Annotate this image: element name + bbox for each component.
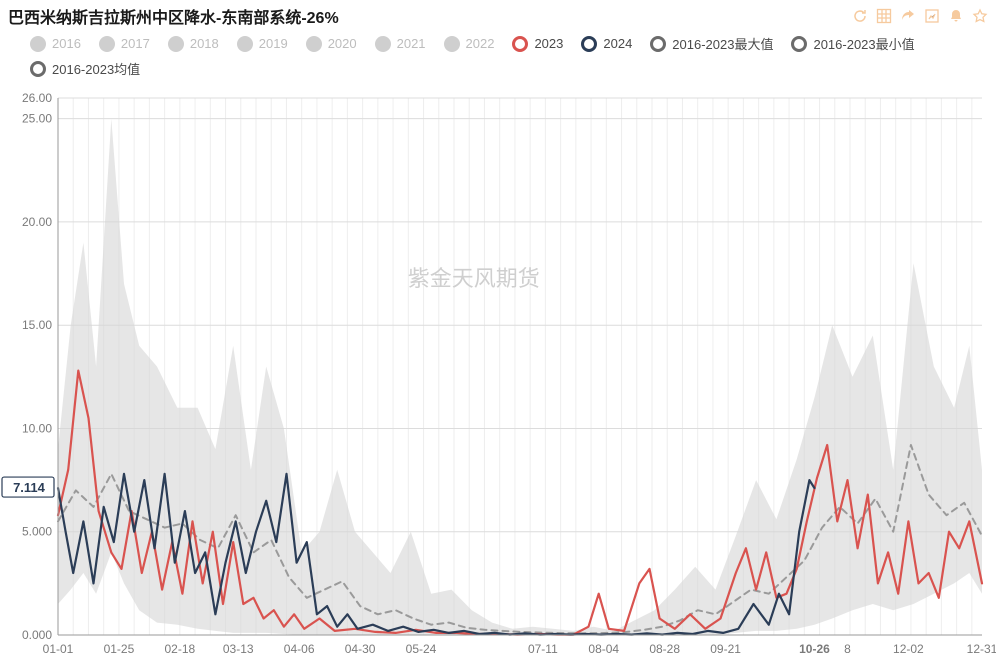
legend-label: 2021	[397, 36, 426, 51]
legend-item-y2020[interactable]: 2020	[306, 34, 357, 53]
svg-text:08-28: 08-28	[649, 642, 680, 656]
legend-label: 2019	[259, 36, 288, 51]
svg-text:01-25: 01-25	[104, 642, 135, 656]
chart-title: 巴西米纳斯吉拉斯州中区降水-东南部系统-26%	[8, 4, 339, 28]
legend-swatch	[791, 36, 807, 52]
legend-swatch	[581, 36, 597, 52]
grid-icon[interactable]	[876, 8, 892, 24]
legend-item-min[interactable]: 2016-2023最小值	[791, 34, 914, 53]
svg-text:20.00: 20.00	[22, 215, 52, 229]
svg-text:0.000: 0.000	[22, 628, 52, 642]
svg-text:03-13: 03-13	[223, 642, 254, 656]
legend-swatch	[30, 61, 46, 77]
legend-item-max[interactable]: 2016-2023最大值	[650, 34, 773, 53]
line-chart: 0.000 5.000 10.00 15.00 20.00 25.00 26.00 紫金天风期…	[0, 90, 996, 669]
svg-text:04-06: 04-06	[284, 642, 315, 656]
svg-text:12-02: 12-02	[893, 642, 924, 656]
share-icon[interactable]	[900, 8, 916, 24]
svg-text:07-11: 07-11	[528, 642, 558, 656]
svg-text:05-24: 05-24	[406, 642, 437, 656]
y-highlight-label: 7.114	[13, 480, 46, 495]
export-icon[interactable]	[924, 8, 940, 24]
legend-label: 2017	[121, 36, 150, 51]
legend-label: 2016-2023最小值	[813, 34, 914, 53]
refresh-icon[interactable]	[852, 8, 868, 24]
legend-swatch	[512, 36, 528, 52]
legend-swatch	[99, 36, 115, 52]
legend-label: 2020	[328, 36, 357, 51]
legend-swatch	[650, 36, 666, 52]
svg-text:5.000: 5.000	[22, 525, 52, 539]
legend-item-y2019[interactable]: 2019	[237, 34, 288, 53]
svg-text:02-18: 02-18	[164, 642, 195, 656]
legend-label: 2023	[534, 36, 563, 51]
star-icon[interactable]	[972, 8, 988, 24]
legend-swatch	[30, 36, 46, 52]
svg-text:15.00: 15.00	[22, 318, 52, 332]
svg-text:10.00: 10.00	[22, 421, 52, 435]
watermark: 紫金天风期货	[408, 266, 540, 291]
alert-icon[interactable]	[948, 8, 964, 24]
legend-label: 2016-2023均值	[52, 59, 140, 78]
legend-label: 2016	[52, 36, 81, 51]
legend-item-y2021[interactable]: 2021	[375, 34, 426, 53]
legend-label: 2016-2023最大值	[672, 34, 773, 53]
legend-item-y2023[interactable]: 2023	[512, 34, 563, 53]
svg-text:10-26: 10-26	[799, 642, 830, 656]
svg-text:8: 8	[844, 642, 851, 656]
legend-item-y2016[interactable]: 2016	[30, 34, 81, 53]
legend-item-y2024[interactable]: 2024	[581, 34, 632, 53]
legend-swatch	[306, 36, 322, 52]
range-band	[58, 119, 982, 635]
svg-text:09-21: 09-21	[710, 642, 741, 656]
legend-item-y2022[interactable]: 2022	[444, 34, 495, 53]
svg-text:25.00: 25.00	[22, 112, 52, 126]
legend-item-y2018[interactable]: 2018	[168, 34, 219, 53]
legend-label: 2018	[190, 36, 219, 51]
svg-text:04-30: 04-30	[345, 642, 376, 656]
toolbar	[852, 8, 988, 24]
legend-swatch	[168, 36, 184, 52]
legend-swatch	[375, 36, 391, 52]
legend-label: 2022	[466, 36, 495, 51]
legend-item-y2017[interactable]: 2017	[99, 34, 150, 53]
legend-item-avg[interactable]: 2016-2023均值	[30, 59, 140, 78]
legend-swatch	[237, 36, 253, 52]
svg-text:08-04: 08-04	[588, 642, 619, 656]
svg-text:01-01: 01-01	[43, 642, 74, 656]
legend-label: 2024	[603, 36, 632, 51]
legend-swatch	[444, 36, 460, 52]
svg-text:12-31: 12-31	[967, 642, 996, 656]
legend: 2016 2017 2018 2019 2020 2021 2022 2023 2024 2016…	[0, 28, 996, 80]
svg-text:26.00: 26.00	[22, 91, 52, 105]
